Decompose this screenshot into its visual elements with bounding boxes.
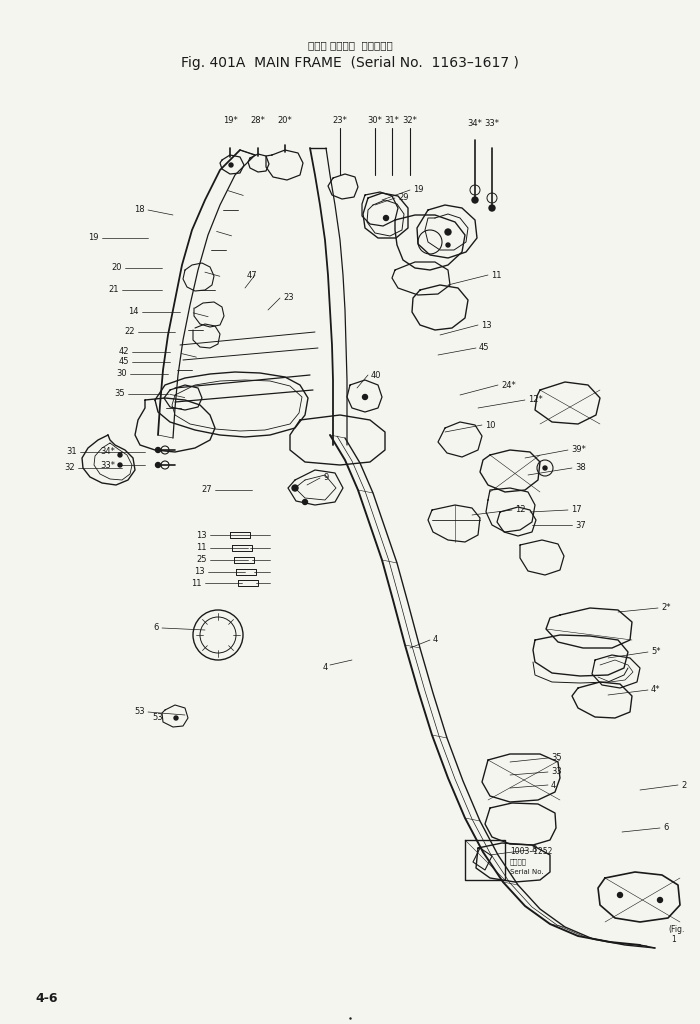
Text: 6: 6 (663, 823, 668, 833)
Text: 33*: 33* (484, 119, 500, 128)
Text: 40: 40 (371, 371, 382, 380)
Circle shape (229, 163, 233, 167)
Text: Serial No.: Serial No. (510, 869, 544, 874)
Text: 30: 30 (116, 370, 127, 379)
Text: 30*: 30* (368, 116, 382, 125)
Text: メイン フレーム  （適用号機: メイン フレーム （適用号機 (307, 40, 393, 50)
Text: 45: 45 (479, 343, 489, 352)
Circle shape (543, 466, 547, 470)
Text: 2: 2 (681, 780, 686, 790)
Text: (Fig.: (Fig. (668, 926, 685, 935)
Text: 47: 47 (246, 270, 258, 280)
Text: 19: 19 (88, 233, 99, 243)
Text: 32: 32 (64, 464, 75, 472)
Text: 20*: 20* (278, 116, 293, 125)
Text: 33*: 33* (100, 461, 115, 469)
Text: 9: 9 (323, 473, 328, 482)
Text: Fig. 401A  MAIN FRAME  (Serial No.  1163–1617 ): Fig. 401A MAIN FRAME (Serial No. 1163–16… (181, 56, 519, 70)
Text: 8: 8 (531, 846, 536, 854)
Circle shape (384, 215, 388, 220)
Text: 38: 38 (575, 464, 586, 472)
Text: 12: 12 (515, 506, 526, 514)
Circle shape (363, 394, 368, 399)
Text: 12*: 12* (528, 395, 542, 404)
Text: 23: 23 (283, 294, 293, 302)
Circle shape (174, 716, 178, 720)
Text: 35: 35 (114, 389, 125, 398)
Circle shape (118, 463, 122, 467)
Text: 32*: 32* (402, 116, 417, 125)
Text: 6: 6 (153, 624, 159, 633)
Text: 21: 21 (108, 286, 119, 295)
Circle shape (617, 893, 622, 897)
Text: 10: 10 (485, 421, 496, 429)
Text: 53: 53 (153, 714, 163, 723)
Text: 13: 13 (195, 567, 205, 577)
Text: 53: 53 (134, 708, 145, 717)
Text: 28*: 28* (251, 116, 265, 125)
Text: 19*: 19* (223, 116, 237, 125)
Text: 22: 22 (125, 328, 135, 337)
Text: 31*: 31* (384, 116, 400, 125)
Text: 13: 13 (481, 321, 491, 330)
Text: 42: 42 (118, 347, 129, 356)
Text: 27: 27 (202, 485, 212, 495)
Text: 11: 11 (197, 544, 207, 553)
Circle shape (292, 485, 298, 490)
Text: 45: 45 (118, 357, 129, 367)
Text: 4*: 4* (651, 685, 661, 694)
Circle shape (302, 500, 307, 505)
Text: 34*: 34* (468, 119, 482, 128)
Circle shape (155, 447, 160, 453)
Text: 4: 4 (551, 780, 556, 790)
Text: 1: 1 (671, 936, 676, 944)
Circle shape (446, 243, 450, 247)
Text: 33: 33 (551, 768, 561, 776)
Text: 17: 17 (571, 506, 582, 514)
Text: 2*: 2* (661, 603, 671, 612)
Text: 4-6: 4-6 (35, 991, 57, 1005)
Text: 29: 29 (398, 194, 409, 203)
Text: 20: 20 (111, 263, 122, 272)
Text: 25: 25 (197, 555, 207, 564)
Circle shape (155, 463, 160, 468)
Text: 19: 19 (413, 185, 424, 195)
Text: 適用範囲: 適用範囲 (510, 859, 527, 865)
Text: 14: 14 (129, 307, 139, 316)
Circle shape (489, 205, 495, 211)
Text: 39*: 39* (571, 445, 586, 455)
Text: 11: 11 (192, 579, 202, 588)
Text: 37: 37 (575, 520, 586, 529)
Text: 13: 13 (197, 530, 207, 540)
Text: 11: 11 (491, 270, 501, 280)
Text: 4: 4 (433, 636, 438, 644)
Text: 23*: 23* (332, 116, 347, 125)
Circle shape (445, 229, 451, 234)
Text: 35: 35 (551, 754, 561, 763)
Circle shape (657, 897, 662, 902)
Text: 24*: 24* (501, 381, 516, 389)
Text: 4: 4 (323, 664, 328, 673)
Text: 18: 18 (134, 206, 145, 214)
Text: 5*: 5* (651, 647, 661, 656)
Text: 34*: 34* (100, 447, 115, 457)
Text: 1003–1252: 1003–1252 (510, 848, 552, 856)
Circle shape (472, 197, 478, 203)
Circle shape (118, 453, 122, 457)
Text: 31: 31 (66, 447, 77, 457)
